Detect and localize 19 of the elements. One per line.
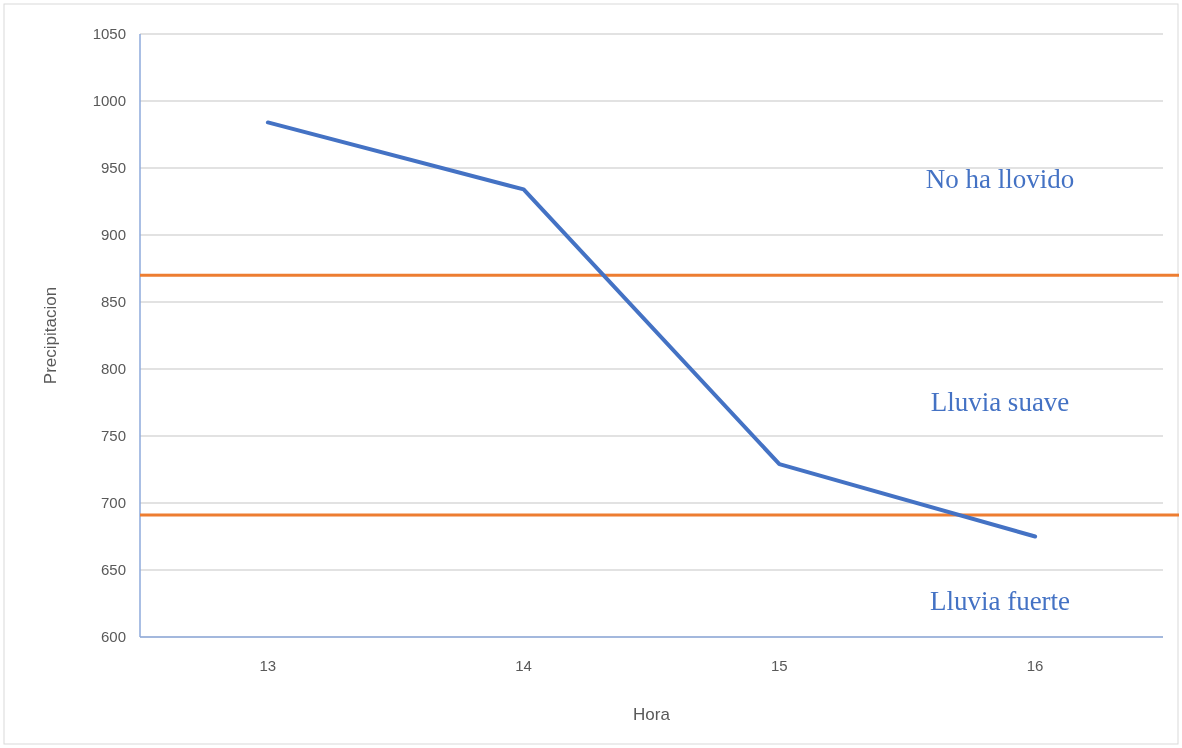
x-tick-label: 15 — [771, 657, 788, 674]
y-tick-label: 950 — [100, 159, 126, 177]
x-tick-label: 14 — [515, 657, 532, 674]
y-tick-label: 850 — [100, 293, 126, 311]
y-tick-label: 650 — [100, 561, 126, 579]
y-tick-label: 750 — [100, 427, 126, 445]
y-axis-title: Precipitacion — [41, 286, 60, 385]
y-tick-label: 900 — [100, 226, 126, 244]
y-tick-label: 1000 — [92, 92, 126, 110]
annotation: No ha llovido — [925, 163, 1075, 194]
y-tick-label: 1050 — [92, 25, 126, 43]
annotation: Lluvia suave — [930, 387, 1070, 418]
x-tick-label: 13 — [259, 657, 277, 674]
x-axis-title: Hora — [633, 705, 671, 724]
x-tick-label: 16 — [1026, 657, 1044, 674]
y-tick-label: 600 — [100, 628, 126, 646]
annotation: Lluvia fuerte — [929, 586, 1071, 617]
y-tick-label: 800 — [100, 360, 126, 378]
y-tick-label: 700 — [100, 494, 126, 512]
